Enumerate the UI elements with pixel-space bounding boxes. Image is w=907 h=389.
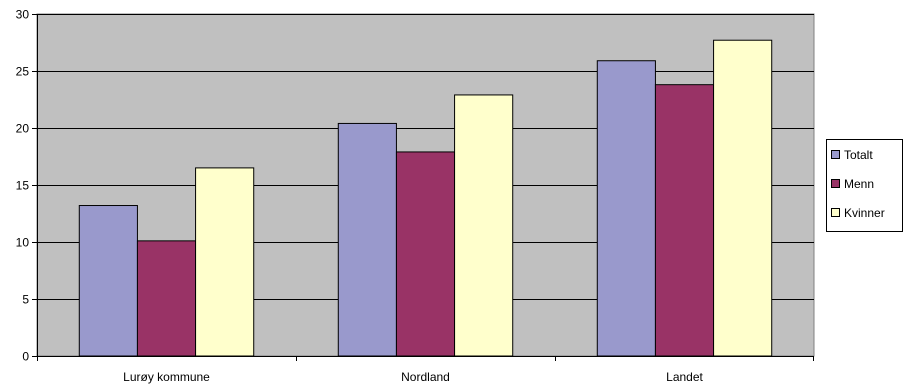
bars xyxy=(78,39,773,357)
legend-label-menn: Menn xyxy=(844,177,874,191)
bar-kvinner-2 xyxy=(713,39,773,357)
y-axis-ticks: 0 5 10 15 20 25 30 xyxy=(16,8,37,364)
bar-kvinner-0 xyxy=(195,167,255,357)
legend-swatch-kvinner xyxy=(831,208,840,217)
y-tick-label: 20 xyxy=(16,122,30,136)
bar-totalt-1 xyxy=(337,122,397,357)
y-tick-label: 25 xyxy=(16,65,30,79)
legend-label-kvinner: Kvinner xyxy=(844,206,885,220)
bar-kvinner-1 xyxy=(454,94,514,357)
legend-label-totalt: Totalt xyxy=(844,148,873,162)
x-tick-label: Nordland xyxy=(401,370,450,384)
bar-menn-1 xyxy=(395,151,456,357)
legend: Totalt Menn Kvinner xyxy=(826,139,903,232)
y-tick-label: 0 xyxy=(22,350,29,364)
x-tick-label: Lurøy kommune xyxy=(123,370,210,384)
bar-menn-0 xyxy=(136,240,197,357)
y-tick-label: 10 xyxy=(16,236,30,250)
x-tick-label: Landet xyxy=(666,370,703,384)
legend-swatch-menn xyxy=(831,179,840,188)
y-tick-label: 30 xyxy=(16,8,30,22)
bar-totalt-2 xyxy=(596,60,656,357)
plot-area: 0 5 10 15 20 25 30 Lurøy kommune Nordland Landet xyxy=(16,8,815,384)
x-axis-ticks: Lurøy kommune Nordland Landet xyxy=(37,356,814,384)
y-tick-label: 15 xyxy=(16,179,30,193)
bar-totalt-0 xyxy=(78,205,138,357)
y-tick-label: 5 xyxy=(22,293,29,307)
bar-menn-2 xyxy=(654,84,715,357)
legend-swatch-totalt xyxy=(831,150,840,159)
